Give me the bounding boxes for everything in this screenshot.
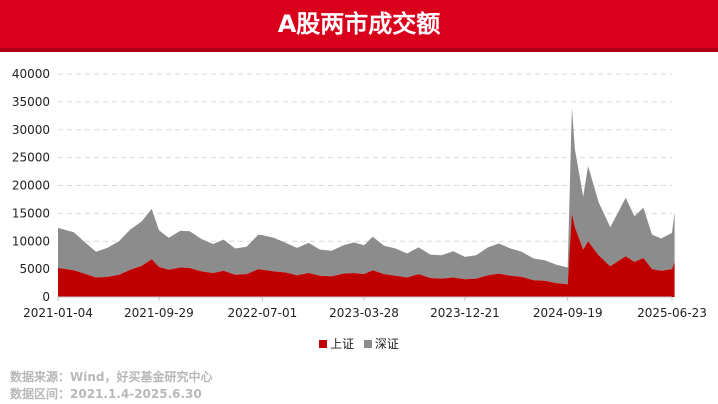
x-tick-label: 2022-07-01	[228, 306, 298, 320]
area-series-shanghai	[58, 213, 675, 297]
x-axis-ticks: 2021-01-04 2021-09-29 2022-07-01 2023-03-28…	[23, 297, 707, 320]
legend-item-shenzhen: 深证	[363, 335, 399, 352]
area-series-group	[58, 107, 675, 297]
legend-label-shanghai: 上证	[330, 337, 355, 351]
y-tick-label: 0	[42, 290, 50, 304]
y-tick-label: 15000	[12, 206, 50, 220]
stacked-area-chart: 0 5000 10000 15000 20000 25000 30000 35000 40000…	[12, 67, 707, 320]
y-tick-label: 25000	[12, 151, 50, 165]
x-tick-label: 2021-09-29	[124, 306, 194, 320]
x-tick-label: 2025-06-23	[637, 306, 707, 320]
y-tick-label: 30000	[12, 123, 50, 137]
y-tick-label: 40000	[12, 67, 50, 81]
y-tick-label: 20000	[12, 179, 50, 193]
x-tick-label: 2023-03-28	[329, 306, 399, 320]
y-tick-label: 5000	[19, 262, 50, 276]
y-tick-label: 10000	[12, 234, 50, 248]
data-range-note: 数据区间：2021.1.4-2025.6.30	[10, 387, 202, 401]
chart-title: A股两市成交额	[277, 10, 441, 38]
title-banner: A股两市成交额	[0, 0, 718, 52]
y-axis-ticks: 0 5000 10000 15000 20000 25000 30000 35000 40000	[12, 67, 50, 304]
x-tick-label: 2024-09-19	[533, 306, 603, 320]
legend-swatch-shanghai	[319, 339, 328, 348]
x-tick-label: 2023-12-21	[430, 306, 500, 320]
legend-item-shanghai: 上证	[319, 335, 354, 352]
data-source-note: 数据来源：Wind，好买基金研究中心	[10, 370, 213, 384]
y-tick-label: 35000	[12, 95, 50, 109]
legend-swatch-shenzhen	[363, 339, 372, 348]
legend: 上证 深证	[0, 335, 718, 353]
x-tick-label: 2021-01-04	[23, 306, 93, 320]
legend-label-shenzhen: 深证	[374, 337, 399, 351]
area-series-shenzhen	[58, 107, 675, 285]
